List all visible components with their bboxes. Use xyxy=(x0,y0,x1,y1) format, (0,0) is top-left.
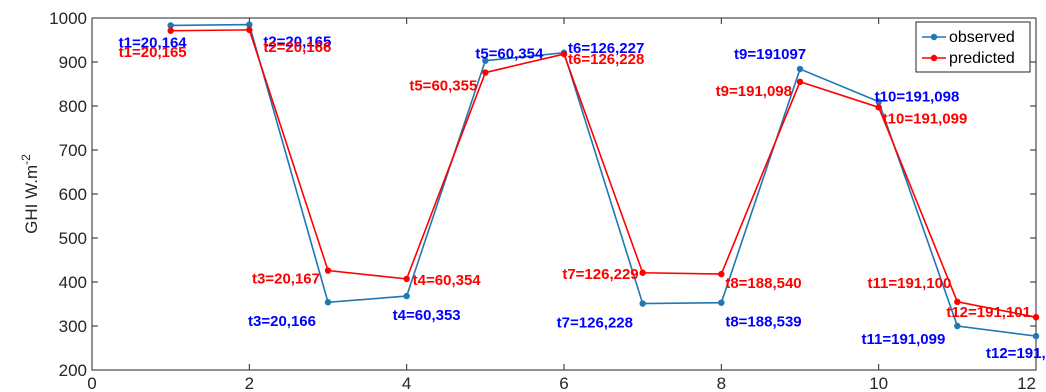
annotation-observed: t6=126,227 xyxy=(568,40,644,57)
annotation-observed: t4=60,353 xyxy=(393,307,461,324)
annotation-observed: t1=20,164 xyxy=(119,34,188,51)
annotation-observed: t12=191,100 xyxy=(986,345,1046,362)
data-point-predicted xyxy=(639,269,646,276)
annotation-predicted: t11=191,100 xyxy=(867,275,951,292)
series-line-predicted xyxy=(170,29,1037,318)
annotation-predicted: t2=20,166 xyxy=(263,39,331,56)
y-tick-label: 200 xyxy=(59,361,87,380)
y-tick-label: 1000 xyxy=(49,9,87,28)
x-tick-label: 2 xyxy=(245,374,254,392)
data-point-predicted xyxy=(324,267,332,274)
data-point-observed xyxy=(167,22,174,29)
legend-marker-observed xyxy=(930,33,938,41)
data-point-observed xyxy=(875,98,882,105)
y-axis-label: GHI W.m-2 xyxy=(19,154,41,234)
annotation-predicted: t1=20,165 xyxy=(119,44,187,61)
y-tick-label: 600 xyxy=(59,185,87,204)
x-tick-label: 8 xyxy=(717,374,726,392)
annotation-observed: t3=20,166 xyxy=(248,313,316,330)
legend-label-observed: observed xyxy=(949,29,1015,46)
data-point-observed xyxy=(246,21,253,28)
annotation-predicted: t6=126,228 xyxy=(568,51,644,68)
data-point-observed xyxy=(1032,332,1040,340)
annotation-predicted: t4=60,354 xyxy=(413,272,482,289)
annotation-observed: t11=191,099 xyxy=(861,331,945,348)
data-point-predicted xyxy=(482,69,489,76)
legend-box xyxy=(915,21,1031,73)
data-point-predicted xyxy=(875,104,882,111)
data-point-predicted xyxy=(246,26,253,34)
data-point-observed xyxy=(324,299,332,306)
data-point-observed xyxy=(954,322,961,330)
data-point-predicted xyxy=(954,298,961,305)
annotation-predicted: t12=191,101 xyxy=(946,304,1031,321)
legend-label-predicted: predicted xyxy=(949,50,1015,67)
annotation-predicted: t8=188,540 xyxy=(725,275,801,292)
y-tick-label: 800 xyxy=(59,97,87,116)
annotation-observed: t5=60,354 xyxy=(475,46,544,63)
y-tick-label: 900 xyxy=(59,53,87,72)
annotation-observed: t2=20,165 xyxy=(263,34,331,51)
x-tick-label: 6 xyxy=(559,374,568,392)
annotation-predicted: t3=20,167 xyxy=(252,271,320,288)
y-tick-label: 700 xyxy=(59,141,87,160)
data-point-predicted xyxy=(403,275,410,283)
data-point-predicted xyxy=(1032,314,1040,321)
data-point-predicted xyxy=(796,78,804,86)
annotation-predicted: t10=191,099 xyxy=(883,110,968,127)
x-tick-label: 12 xyxy=(1017,374,1036,392)
data-point-observed xyxy=(718,299,725,306)
x-tick-label: 0 xyxy=(87,374,96,392)
data-point-observed xyxy=(796,65,804,73)
legend-marker-predicted xyxy=(930,54,938,62)
annotation-observed: t7=126,228 xyxy=(557,315,633,332)
data-point-observed xyxy=(482,57,489,64)
y-tick-label: 500 xyxy=(59,229,87,248)
data-point-observed xyxy=(403,292,410,300)
y-tick-label: 300 xyxy=(59,317,87,336)
y-tick-label: 400 xyxy=(59,273,87,292)
data-point-predicted xyxy=(560,50,568,58)
annotation-observed: t9=191097 xyxy=(734,46,806,63)
annotation-observed: t10=191,098 xyxy=(875,89,960,106)
annotation-predicted: t9=191,098 xyxy=(716,83,792,100)
x-tick-label: 10 xyxy=(869,374,888,392)
data-point-predicted xyxy=(167,27,174,34)
annotation-predicted: t7=126,229 xyxy=(562,266,638,283)
data-point-observed xyxy=(639,300,646,307)
x-tick-label: 4 xyxy=(402,374,411,392)
data-point-predicted xyxy=(718,270,725,278)
annotation-observed: t8=188,539 xyxy=(725,314,801,331)
annotation-predicted: t5=60,355 xyxy=(409,78,477,95)
